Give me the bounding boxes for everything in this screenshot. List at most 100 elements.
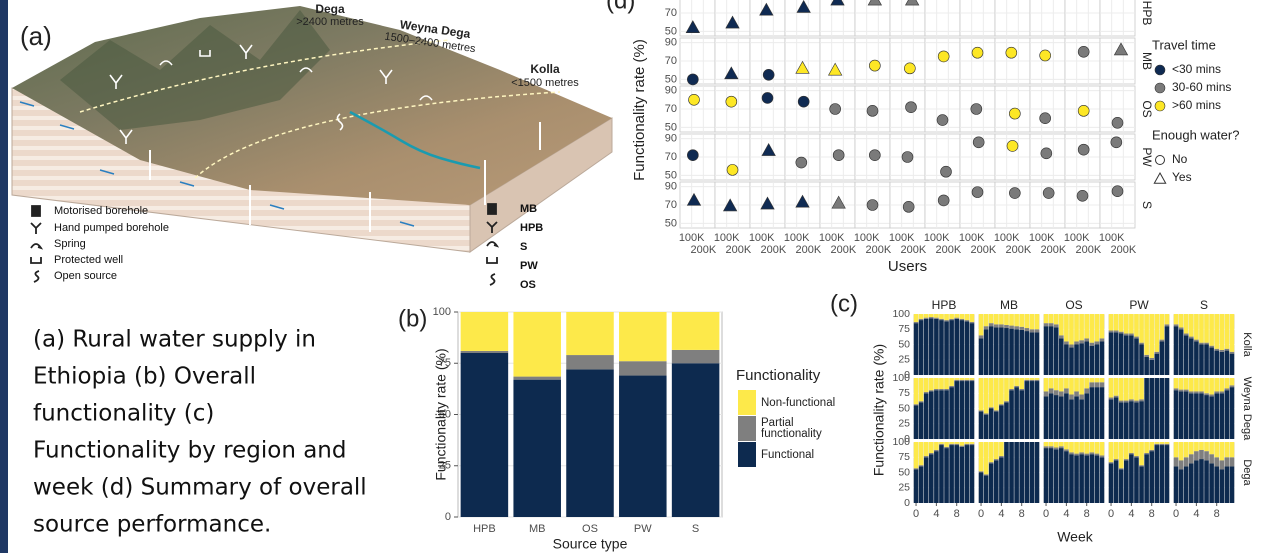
bar-segment [944,321,949,375]
bar-segment [1184,378,1189,390]
bar-segment [1119,314,1124,332]
x-tick-label: 200K [900,244,926,256]
y-axis-label: Functionality rate (%) [871,344,887,476]
bar-segment [1030,329,1035,332]
legend-label: Non-functional [761,390,839,416]
bar-segment [954,314,959,318]
x-tick-label: 100K [784,232,810,244]
point [796,157,807,168]
y-tick-label: 50 [665,217,677,229]
bar-segment [1225,351,1230,375]
bar-segment [914,322,919,323]
bar-segment [1035,329,1040,332]
point [1112,117,1123,128]
bar-segment [1114,442,1119,459]
bar-segment [1009,329,1014,375]
x-tick-label: 100K [1064,232,1090,244]
bar-segment [960,442,965,446]
bar-segment [1144,453,1149,454]
x-tick-label: 8 [1019,508,1025,520]
point [726,96,737,107]
point [1078,144,1089,155]
point [869,150,880,161]
bar-segment [994,459,999,460]
bar-segment [944,320,949,321]
bar-segment [461,312,509,351]
bar-segment [929,442,934,453]
bar-segment [1204,343,1209,345]
bar-segment [965,444,970,445]
caption-line: Ethiopia (b) Overall [33,364,256,390]
legend-key [1154,173,1165,183]
bar-segment [999,324,1004,327]
bar-segment [1144,355,1149,357]
bar-segment [939,378,944,389]
y-tick-label: 25 [898,418,910,430]
point [867,105,878,116]
bar-segment [1179,329,1184,375]
bar-segment [1100,378,1105,382]
bar-segment [1184,334,1189,336]
bar-segment [1194,340,1199,342]
bar-segment [1114,314,1119,330]
bar-segment [919,320,924,375]
legend-label: Open source [54,270,117,282]
bar-segment [1139,401,1144,439]
bar-segment [1109,330,1114,332]
x-tick-label: MB [529,523,546,535]
bar-segment [1035,442,1040,503]
x-tick-label: 4 [998,508,1004,520]
bar-segment [979,412,984,439]
y-tick-label: 75 [898,323,910,335]
bar-segment [929,391,934,439]
x-tick-label: 4 [1193,508,1199,520]
x-tick-label: 200K [690,244,716,256]
bar-segment [999,405,1004,439]
bar-segment [1090,454,1095,503]
x-axis-label: Source type [553,536,628,552]
bar-segment [1225,442,1230,457]
bar-segment [1100,338,1105,341]
bar-segment [999,327,1004,375]
y-tick-label: 0 [445,511,451,523]
y-tick-label: 90 [665,181,677,193]
y-tick-label: 75 [898,387,910,399]
panel-label: (c) [830,290,858,317]
bar-segment [1225,314,1230,349]
bar-segment [1139,314,1144,343]
bar-segment [914,404,919,405]
bar-segment [1090,314,1095,343]
bar-segment [1095,314,1100,341]
y-tick-label: 100 [892,372,910,384]
bar-segment [970,314,975,322]
y-tick-label: 50 [898,466,910,478]
bar-segment [965,445,970,503]
point [903,201,914,212]
bar-segment [1199,345,1204,376]
bar-segment [1030,381,1035,439]
x-tick-label: 200K [970,244,996,256]
bar-segment [1004,402,1009,439]
point [1077,190,1088,201]
bar-segment [1204,345,1209,376]
bar-segment [984,314,989,326]
x-tick-label: 100K [959,232,985,244]
bar-segment [944,314,949,320]
bar-segment [924,456,929,457]
facet-background [925,0,960,36]
bar-segment [1124,334,1129,336]
bar-segment [1100,341,1105,375]
bar-segment [1124,314,1129,334]
zone-name: Kolla [530,62,560,76]
facet-strip-label: HPB [932,298,957,312]
bar-segment [1129,335,1134,375]
bar-segment [1189,337,1194,339]
bar-segment [1004,328,1009,375]
bar-segment [1090,442,1095,452]
bar-segment [1054,327,1059,375]
bar-segment [1129,454,1134,503]
bar-segment [1149,358,1154,360]
bar-segment [1165,445,1170,503]
bar-segment [1059,396,1064,439]
bar-segment [1044,314,1049,323]
